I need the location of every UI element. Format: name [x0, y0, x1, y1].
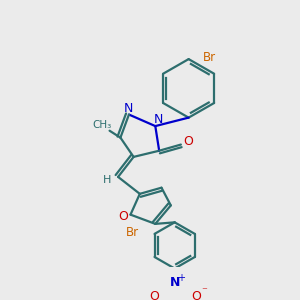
- Text: O: O: [118, 210, 128, 223]
- Text: CH₃: CH₃: [92, 120, 112, 130]
- Text: H: H: [103, 175, 111, 185]
- Text: N: N: [169, 276, 180, 289]
- Text: ⁻: ⁻: [201, 286, 207, 297]
- Text: O: O: [191, 290, 201, 300]
- Text: O: O: [184, 135, 194, 148]
- Text: N: N: [154, 113, 163, 126]
- Text: O: O: [150, 290, 160, 300]
- Text: +: +: [177, 273, 185, 283]
- Text: Br: Br: [126, 226, 139, 239]
- Text: Br: Br: [202, 51, 216, 64]
- Text: N: N: [124, 102, 133, 115]
